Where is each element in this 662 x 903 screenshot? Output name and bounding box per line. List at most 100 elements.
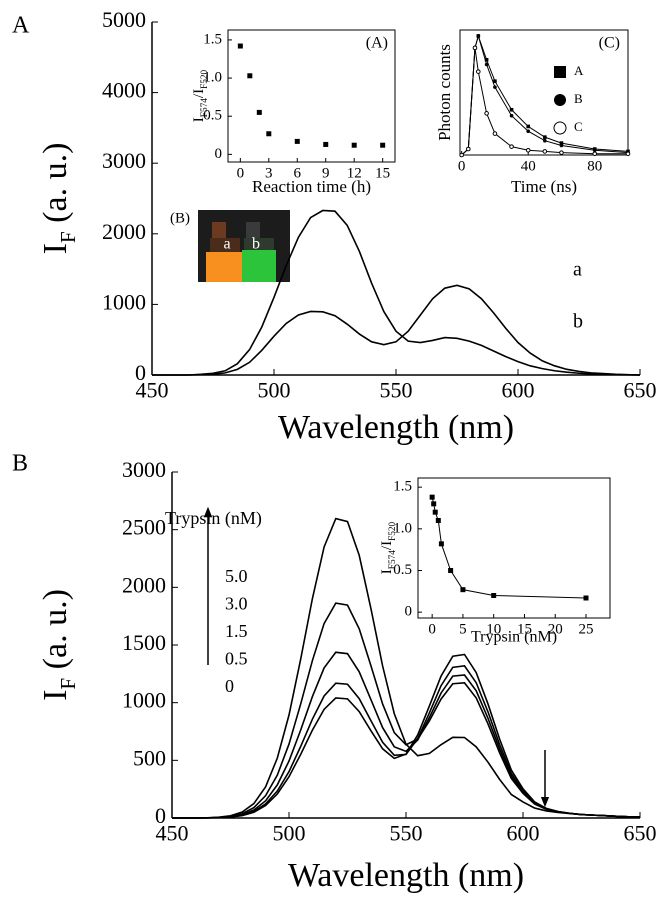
- legend-label: A: [574, 63, 584, 78]
- x-tick-label: 6: [294, 165, 302, 181]
- x-axis-title: Trypsin (nM): [471, 629, 557, 646]
- subscript: F574: [388, 550, 398, 569]
- x-tick-label: 550: [390, 821, 423, 846]
- x-tick-label: 25: [579, 621, 594, 637]
- y-tick-label: 0.5: [203, 108, 222, 124]
- marker: [543, 135, 547, 139]
- legend-label: C: [574, 119, 583, 134]
- y-tick-label: 1500: [122, 630, 166, 655]
- y-tick-label: 500: [133, 745, 166, 770]
- series-line: [172, 653, 641, 819]
- series-line: [152, 209, 641, 376]
- label-part: /I: [379, 541, 395, 550]
- marker: [592, 148, 597, 153]
- marker: [266, 131, 272, 137]
- x-axis-title: Time (ns): [511, 177, 577, 196]
- inset-title: (C): [599, 35, 620, 52]
- series-line: [152, 284, 641, 376]
- x-axis-title: Wavelength (nm): [288, 857, 524, 894]
- series-label: 0: [225, 676, 234, 696]
- subscript: F574: [200, 98, 210, 117]
- label-part: I: [379, 569, 395, 574]
- marker: [429, 494, 435, 500]
- x-tick-label: 15: [517, 621, 532, 637]
- axis-title: IF (a. u.): [37, 589, 80, 701]
- x-tick-label: 10: [486, 621, 501, 637]
- x-tick-label: 20: [548, 621, 563, 637]
- marker: [459, 152, 464, 158]
- label-part: /I: [191, 89, 207, 98]
- vial-cap: [246, 222, 260, 238]
- y-tick-label: 2000: [102, 219, 146, 244]
- y-tick-label: 3000: [122, 457, 166, 482]
- x-tick-label: 12: [347, 165, 362, 181]
- y-tick-label: 1000: [122, 688, 166, 713]
- subscript: F: [56, 678, 80, 690]
- x-tick-label: 450: [156, 821, 189, 846]
- x-tick-label: 600: [502, 378, 535, 403]
- legend-label: B: [574, 91, 583, 106]
- x-tick-label: 500: [273, 821, 306, 846]
- marker: [294, 138, 300, 144]
- y-tick-label: 1.5: [203, 31, 222, 47]
- photo-inset: a b (B): [170, 210, 290, 282]
- x-tick-label: 500: [258, 378, 291, 403]
- x-tick-label: 450: [136, 378, 169, 403]
- y-tick-label: 3000: [102, 148, 146, 173]
- vial-b: [242, 250, 276, 282]
- series-label: b: [573, 311, 583, 333]
- marker: [583, 595, 589, 601]
- legend-marker: [553, 121, 567, 135]
- x-tick-label: 5: [459, 621, 467, 637]
- vial-top: [210, 238, 240, 252]
- panel-label: B: [12, 451, 28, 477]
- marker: [323, 141, 329, 147]
- series-label: 5.0: [225, 566, 248, 586]
- x-tick-label: 600: [507, 821, 540, 846]
- legend-marker: [554, 66, 566, 78]
- marker: [256, 109, 262, 115]
- y-tick-label: 5000: [102, 7, 146, 32]
- series-label: 0.5: [225, 649, 248, 669]
- x-tick-label: 0: [458, 158, 466, 174]
- x-tick-label: 0: [237, 165, 245, 181]
- y-tick-label: 0: [135, 360, 146, 385]
- x-tick-label: 3: [265, 165, 273, 181]
- subscript: F520: [200, 69, 210, 88]
- label-part: (a. u.): [37, 589, 74, 678]
- marker: [592, 151, 598, 157]
- marker: [432, 509, 438, 515]
- x-tick-label: 15: [375, 165, 390, 181]
- axis-title: IF (a. u.): [37, 143, 80, 255]
- plot-frame: [417, 477, 611, 619]
- marker: [493, 85, 497, 89]
- vial-label: a: [223, 236, 230, 253]
- y-tick-label: 0.5: [393, 562, 412, 578]
- marker: [493, 79, 497, 83]
- label-part: I: [37, 243, 74, 254]
- x-tick-label: 0: [428, 621, 436, 637]
- marker: [435, 518, 441, 523]
- marker: [484, 111, 489, 116]
- marker: [559, 150, 564, 155]
- marker: [543, 138, 547, 143]
- y-tick-label: 0: [155, 803, 166, 828]
- marker: [559, 141, 564, 145]
- plot-frame: [459, 29, 629, 156]
- marker: [525, 147, 531, 153]
- marker: [237, 43, 243, 49]
- photo-label: (B): [170, 210, 190, 226]
- marker: [351, 142, 357, 148]
- x-axis-title: Wavelength (nm): [278, 409, 514, 446]
- marker: [509, 144, 514, 149]
- marker: [625, 151, 631, 157]
- y-tick-label: 2000: [122, 572, 166, 597]
- y-tick-label: 0: [405, 604, 413, 620]
- marker: [484, 62, 489, 67]
- plot-frame: [227, 29, 396, 163]
- series-line: [461, 47, 628, 156]
- marker: [492, 131, 498, 136]
- marker: [380, 142, 386, 148]
